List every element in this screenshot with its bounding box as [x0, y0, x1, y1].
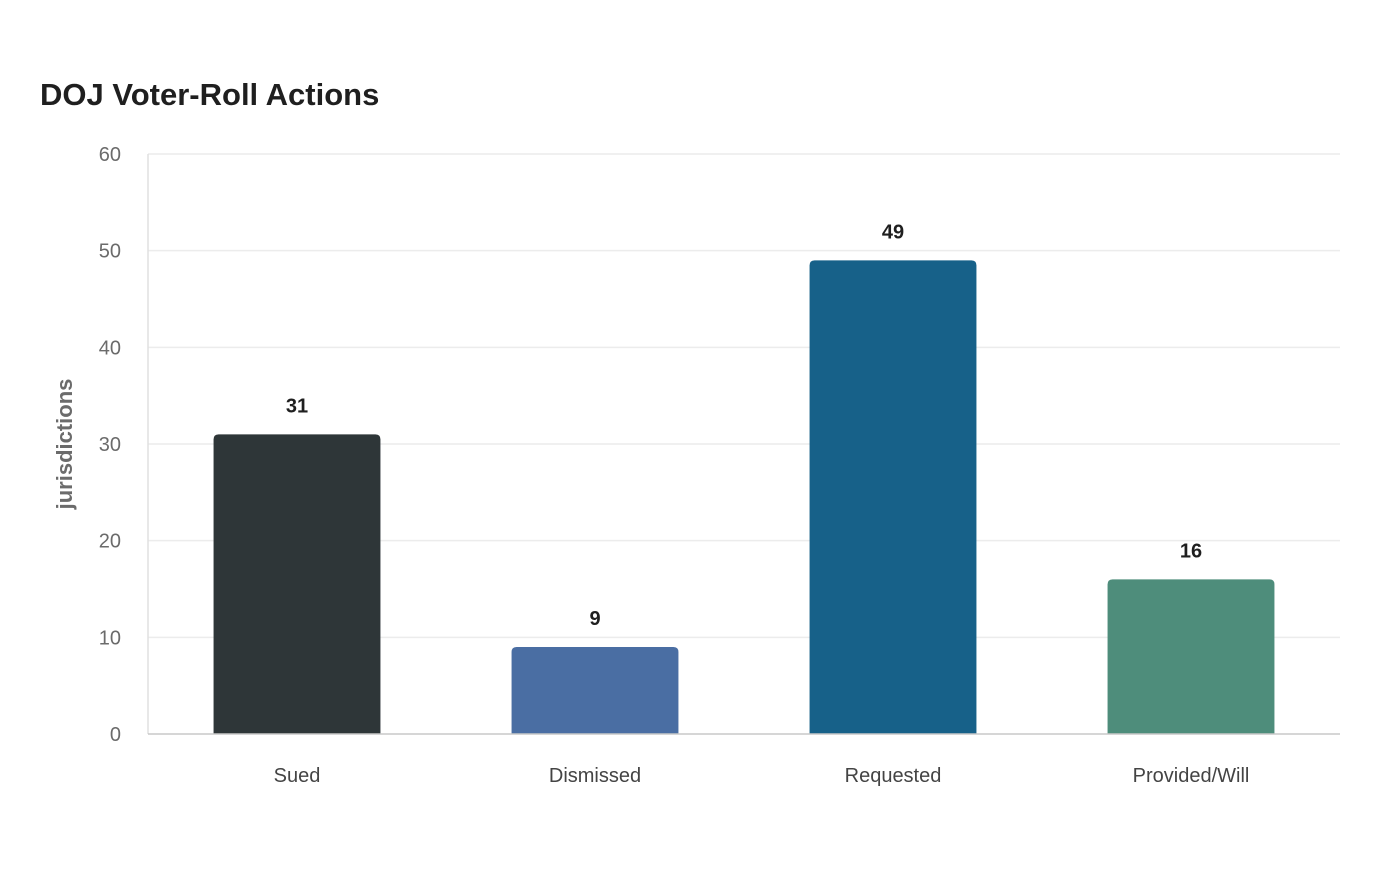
bar-sued [213, 434, 381, 734]
y-tick-label: 50 [99, 241, 121, 263]
value-label: 49 [882, 221, 904, 243]
y-tick-label: 30 [99, 434, 121, 456]
bar-requested [809, 260, 977, 734]
x-category-label: Provided/Will [1133, 765, 1250, 787]
x-category-label: Sued [274, 765, 321, 787]
y-tick-label: 20 [99, 531, 121, 553]
bar-dismissed [511, 647, 679, 734]
y-axis-title: jurisdictions [52, 379, 77, 511]
y-tick-label: 10 [99, 627, 121, 649]
y-tick-label: 60 [99, 144, 121, 166]
y-axis-ticks: 0 10 20 30 40 50 60 [99, 144, 121, 746]
bar-provided-will [1107, 579, 1275, 734]
bars [213, 260, 1275, 734]
x-category-label: Dismissed [549, 765, 641, 787]
value-label: 9 [589, 608, 600, 630]
y-tick-label: 0 [110, 724, 121, 746]
value-label: 31 [286, 395, 308, 417]
x-category-label: Requested [845, 765, 942, 787]
x-axis-categories: Sued Dismissed Requested Provided/Will [274, 765, 1250, 787]
chart-title: DOJ Voter-Roll Actions [40, 77, 380, 112]
y-tick-label: 40 [99, 337, 121, 359]
value-labels: 31 9 49 16 [286, 221, 1202, 630]
value-label: 16 [1180, 540, 1202, 562]
